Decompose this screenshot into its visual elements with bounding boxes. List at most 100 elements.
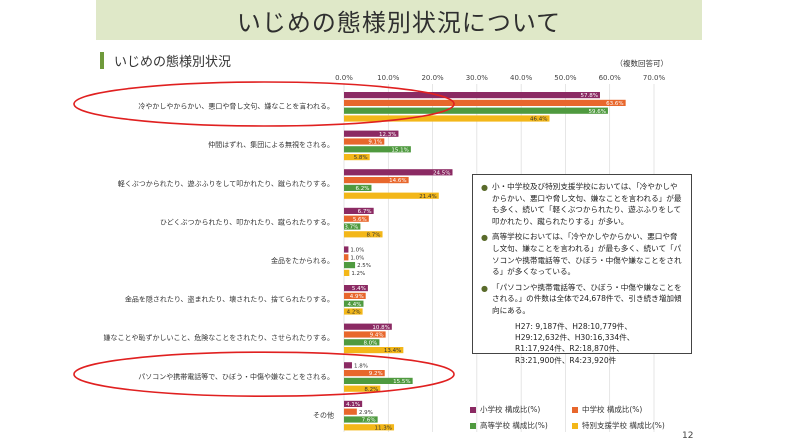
data-label: 6.7% — [358, 209, 372, 215]
legend-swatch — [470, 406, 476, 413]
bar — [344, 138, 385, 145]
bar — [344, 331, 386, 338]
category-label: ひどくぶつかられたり、叩かれたり、蹴られたりする。 — [160, 217, 334, 226]
legend-label: 高等学校 構成比(%) — [480, 421, 548, 430]
note-text: 高等学校においては、「冷やかしやからかい、悪口や脅し文句、嫌なことを言われる」が… — [492, 232, 682, 277]
data-label: 9.2% — [369, 371, 383, 377]
data-label: 4.4% — [348, 302, 362, 308]
bar — [344, 130, 399, 137]
bar — [344, 231, 383, 238]
bar — [344, 377, 413, 384]
chart-note: （複数回答可） — [616, 58, 669, 68]
bar — [344, 339, 380, 346]
notes-box: ● 小・中学校及び特別支援学校においては、「冷やかしやからかい、悪口や脅し文句、… — [472, 174, 692, 365]
bar — [344, 408, 357, 415]
data-label: 5.8% — [354, 155, 368, 161]
legend-label: 小学校 構成比(%) — [480, 405, 541, 414]
data-label: 24.5% — [433, 170, 450, 176]
tick-label: 20.0% — [421, 74, 444, 82]
bar — [344, 370, 385, 377]
bar — [344, 285, 368, 292]
data-label: 4.1% — [346, 402, 360, 408]
legend-item: 高等学校 構成比(%) — [470, 420, 548, 431]
data-label: 15.1% — [391, 147, 408, 153]
legend-item: 小学校 構成比(%) — [470, 404, 540, 415]
legend-swatch — [572, 406, 578, 413]
bar — [344, 154, 370, 161]
legend-item: 中学校 構成比(%) — [572, 404, 642, 415]
bullet-icon: ● — [481, 283, 488, 293]
bar — [344, 177, 409, 184]
bar — [344, 300, 364, 307]
section-label: いじめの態様別状況 — [114, 54, 232, 70]
data-label: 8.0% — [363, 340, 377, 346]
bar — [344, 246, 349, 253]
data-label: 21.4% — [419, 194, 436, 200]
category-label: 金品を隠されたり、盗まれたり、壊されたり、捨てられたりする。 — [125, 295, 334, 304]
highlight-ellipse — [73, 81, 455, 127]
bar — [344, 292, 366, 299]
data-label: 46.4% — [530, 117, 547, 123]
note-item: ● 小・中学校及び特別支援学校においては、「冷やかしやからかい、悪口や脅し文句、… — [481, 181, 683, 227]
legend-swatch — [572, 422, 578, 429]
yearly-counts: H27: 9,187件、H28:10,779件、 H29:12,632件、H30… — [481, 321, 683, 367]
category-label: 仲間はずれ、集団による無視をされる。 — [208, 140, 334, 149]
data-label: 8.2% — [364, 387, 378, 393]
data-label: 13.4% — [384, 348, 401, 354]
bar — [344, 416, 378, 423]
tick-label: 50.0% — [554, 74, 577, 82]
page-title: いじめの態様別状況について — [236, 8, 562, 37]
legend-swatch — [470, 422, 476, 429]
section-accent-bar — [100, 51, 104, 69]
data-label: 1.0% — [350, 248, 364, 254]
bar — [344, 308, 363, 315]
count-line: H29:12,632件、H30:16,334件、 — [515, 332, 635, 342]
data-label: 9.4% — [370, 333, 384, 339]
bar — [344, 323, 392, 330]
data-label: 1.0% — [350, 255, 364, 261]
data-label: 14.6% — [389, 178, 406, 184]
data-label: 4.2% — [347, 310, 361, 316]
bar — [344, 262, 356, 269]
data-label: 9.1% — [368, 140, 382, 146]
bar — [344, 223, 361, 230]
bar — [344, 269, 350, 276]
data-label: 12.3% — [379, 132, 396, 138]
tick-label: 30.0% — [466, 74, 489, 82]
data-label: 6.2% — [355, 186, 369, 192]
tick-label: 70.0% — [643, 74, 666, 82]
bar — [344, 400, 363, 407]
data-label: 3.7% — [344, 225, 358, 231]
data-label: 59.6% — [588, 109, 605, 115]
bullet-icon: ● — [481, 233, 488, 243]
data-label: 15.5% — [393, 379, 410, 385]
highlight-ellipse — [73, 351, 455, 398]
bar — [344, 254, 349, 261]
bar — [344, 207, 374, 214]
data-label: 11.3% — [375, 425, 392, 431]
bar — [344, 385, 381, 392]
bar — [344, 184, 372, 191]
bar — [344, 362, 352, 369]
data-label: 1.2% — [351, 271, 365, 277]
bar — [344, 107, 608, 114]
data-label: 1.8% — [354, 363, 368, 369]
data-label: 4.9% — [350, 294, 364, 300]
bar — [344, 424, 395, 431]
count-line: R3:21,900件、R4:23,920件 — [515, 355, 617, 365]
note-text: 「パソコンや携帯電話等で、ひぼう・中傷や嫌なことをされる。」の件数は全体で24,… — [492, 282, 682, 315]
category-label: 冷やかしやからかい、悪口や脅し文句、嫌なことを言われる。 — [138, 102, 334, 111]
category-label: その他 — [313, 410, 334, 419]
legend-label: 中学校 構成比(%) — [582, 405, 643, 414]
section-heading: いじめの態様別状況 — [100, 50, 231, 70]
data-label: 2.9% — [359, 410, 373, 416]
bar — [344, 169, 453, 176]
category-label: パソコンや携帯電話等で、ひぼう・中傷や嫌なことをされる。 — [138, 372, 334, 381]
legend-label: 特別支援学校 構成比(%) — [582, 421, 665, 430]
note-item: ● 高等学校においては、「冷やかしやからかい、悪口や脅し文句、嫌なことを言われる… — [481, 231, 683, 277]
tick-label: 0.0% — [335, 74, 353, 82]
data-label: 5.6% — [353, 217, 367, 223]
title-banner: いじめの態様別状況について — [96, 0, 702, 40]
count-line: H27: 9,187件、H28:10,779件、 — [515, 321, 632, 331]
count-line: R1:17,924件、R2:18,870件、 — [515, 344, 624, 354]
